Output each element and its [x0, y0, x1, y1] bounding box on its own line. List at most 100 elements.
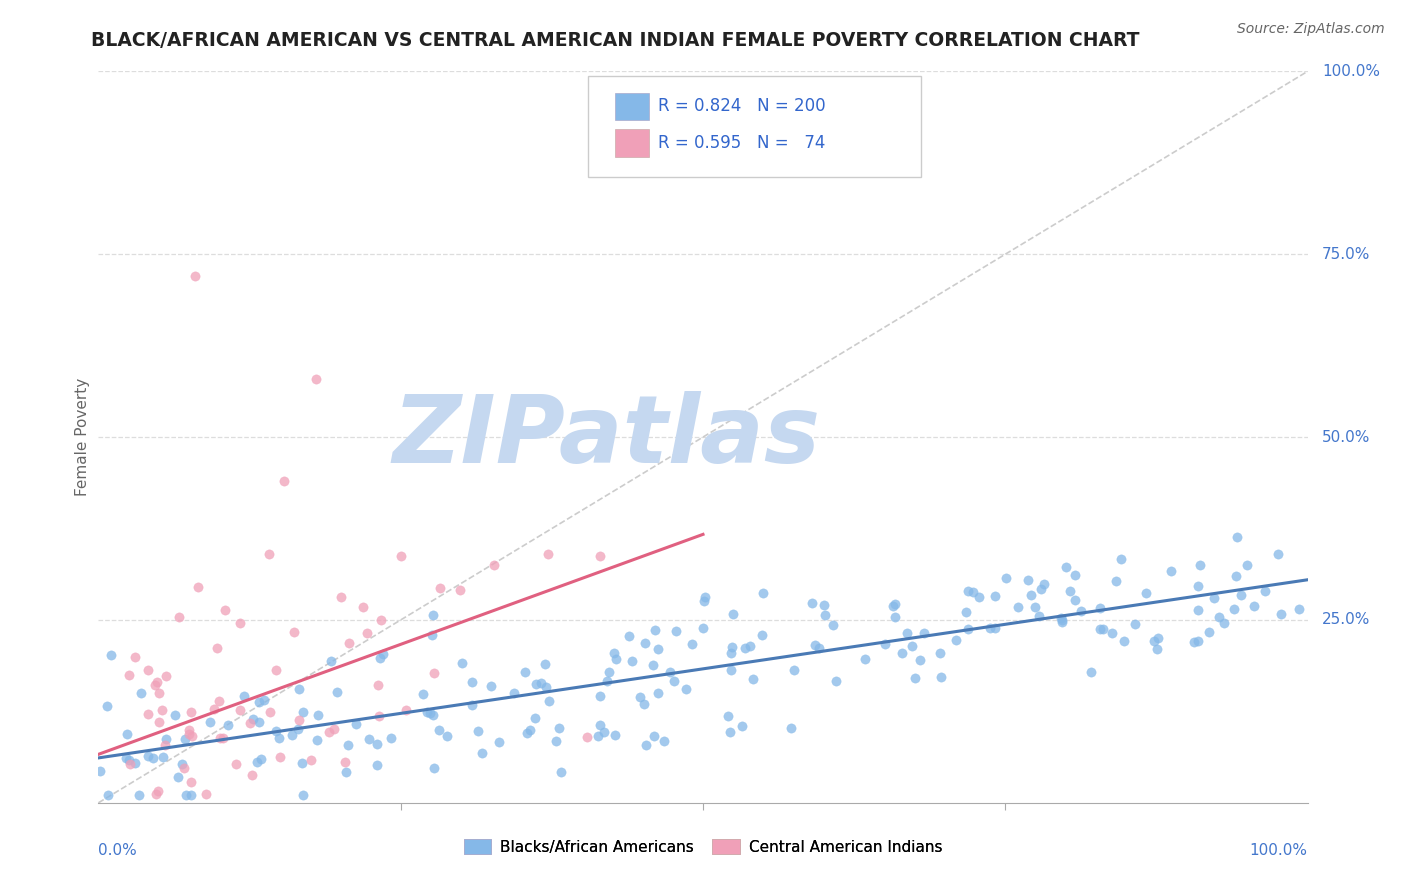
Point	[336, 739, 359, 753]
Point	[368, 650, 391, 665]
Point	[1142, 634, 1164, 648]
Point	[752, 586, 775, 600]
Point	[782, 663, 804, 677]
Point	[416, 705, 439, 719]
Point	[1088, 622, 1111, 636]
Point	[273, 474, 295, 488]
Point	[1101, 626, 1123, 640]
Point	[202, 702, 225, 716]
Point	[1080, 665, 1102, 680]
Point	[1091, 622, 1114, 636]
Point	[395, 703, 418, 717]
Point	[1243, 599, 1265, 613]
Point	[721, 607, 744, 621]
Text: 0.0%: 0.0%	[98, 843, 138, 858]
Text: 100.0%: 100.0%	[1322, 64, 1381, 78]
Point	[1160, 564, 1182, 578]
Point	[530, 676, 553, 690]
Point	[603, 646, 626, 660]
Text: R = 0.824   N = 200: R = 0.824 N = 200	[658, 97, 825, 115]
Point	[1123, 616, 1146, 631]
Point	[1070, 604, 1092, 618]
Point	[983, 589, 1005, 603]
Point	[461, 675, 484, 690]
Point	[91, 810, 114, 824]
Point	[145, 675, 167, 690]
Point	[346, 717, 368, 731]
Point	[633, 697, 655, 711]
Point	[595, 673, 617, 688]
Point	[100, 648, 122, 663]
Point	[484, 558, 506, 573]
Point	[318, 724, 340, 739]
Point	[214, 603, 236, 617]
Point	[367, 678, 389, 692]
Point	[242, 712, 264, 726]
Point	[813, 598, 835, 612]
Point	[823, 618, 845, 632]
Point	[356, 626, 378, 640]
Point	[641, 657, 664, 672]
Point	[603, 728, 626, 742]
Point	[115, 751, 138, 765]
Point	[779, 722, 801, 736]
Point	[695, 590, 717, 604]
Point	[329, 591, 352, 605]
Legend: Blacks/African Americans, Central American Indians: Blacks/African Americans, Central Americ…	[457, 833, 949, 861]
Point	[420, 628, 443, 642]
Point	[1024, 600, 1046, 615]
Point	[1019, 588, 1042, 602]
Point	[283, 625, 305, 640]
Point	[173, 731, 195, 746]
Text: Source: ZipAtlas.com: Source: ZipAtlas.com	[1237, 22, 1385, 37]
Point	[548, 722, 571, 736]
Point	[180, 705, 202, 719]
Point	[873, 636, 896, 650]
Point	[198, 714, 221, 729]
Point	[323, 722, 346, 736]
Point	[1050, 613, 1073, 627]
Point	[734, 640, 756, 655]
Point	[693, 594, 716, 608]
Point	[979, 621, 1001, 635]
Point	[634, 739, 657, 753]
Point	[1064, 567, 1087, 582]
Point	[180, 775, 202, 789]
Point	[389, 549, 412, 563]
Point	[681, 637, 703, 651]
Point	[174, 789, 197, 803]
Point	[718, 725, 741, 739]
Point	[1105, 574, 1128, 588]
Point	[157, 810, 180, 824]
Point	[550, 764, 572, 779]
Point	[1188, 558, 1211, 572]
Y-axis label: Female Poverty: Female Poverty	[75, 378, 90, 496]
Point	[352, 600, 374, 615]
Point	[957, 622, 980, 636]
Point	[143, 678, 166, 692]
Point	[217, 718, 239, 732]
Point	[359, 732, 381, 747]
Point	[449, 582, 471, 597]
Point	[422, 607, 444, 622]
Point	[720, 646, 742, 660]
Point	[1109, 551, 1132, 566]
Point	[1230, 588, 1253, 602]
Point	[647, 686, 669, 700]
Point	[721, 640, 744, 654]
Point	[422, 761, 444, 775]
Point	[742, 672, 765, 686]
Point	[1088, 601, 1111, 615]
Point	[307, 708, 329, 723]
Point	[240, 768, 263, 782]
Point	[662, 673, 685, 688]
Point	[364, 803, 387, 817]
Point	[1198, 624, 1220, 639]
Point	[900, 639, 922, 653]
Point	[586, 729, 609, 743]
Point	[184, 269, 207, 284]
Point	[945, 633, 967, 648]
Point	[422, 708, 444, 723]
Point	[1187, 579, 1209, 593]
Point	[131, 686, 153, 700]
